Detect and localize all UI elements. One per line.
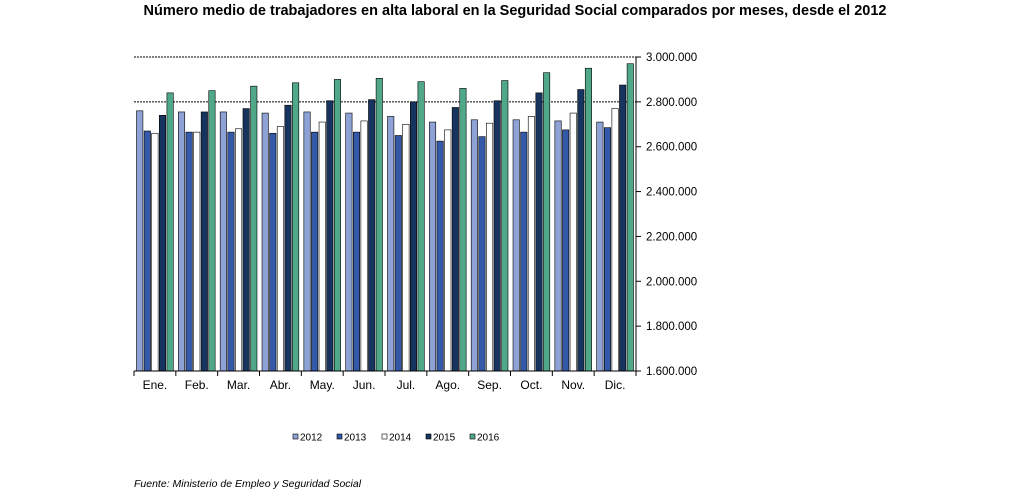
- legend-swatch-2014: [381, 433, 388, 440]
- bar-2015-ene: [159, 115, 167, 372]
- bar-2012-ene: [136, 110, 144, 372]
- bar-2013-jul: [394, 135, 402, 372]
- bar-2012-jun: [345, 112, 353, 372]
- bar-2013-may: [311, 131, 319, 372]
- bar-2012-feb: [178, 111, 186, 372]
- y-tick-label: 1.800.000: [646, 321, 697, 333]
- legend-swatch-2013: [336, 433, 343, 440]
- x-tick-label: Ene.: [143, 378, 168, 392]
- y-tick-label: 2.000.000: [646, 276, 697, 288]
- bar-2015-oct: [535, 92, 543, 372]
- bar-2014-oct: [527, 116, 535, 372]
- legend-label-2014: 2014: [389, 433, 412, 444]
- x-tick-label: Nov.: [561, 378, 585, 392]
- y-tick-labels: 1.600.000 1.800.000 2.000.000 2.200.000 2.40…: [646, 52, 697, 378]
- bar-2016-may: [333, 79, 341, 372]
- legend-label-2012: 2012: [300, 433, 323, 444]
- gridlines: [134, 56, 636, 103]
- bar-2012-dic: [596, 121, 604, 372]
- bar-2014-jun: [360, 120, 368, 372]
- legend-swatch-2016: [469, 433, 476, 440]
- bar-2013-ago: [436, 140, 444, 372]
- bar-2013-ene: [143, 130, 151, 372]
- bar-2014-sep: [486, 122, 494, 372]
- bar-2016-oct: [543, 72, 551, 372]
- bar-2016-ene: [166, 92, 174, 372]
- bar-2014-jul: [402, 123, 410, 372]
- bar-2012-abr: [261, 112, 269, 372]
- x-tick-label: Jun.: [353, 378, 376, 392]
- bar-2012-oct: [512, 119, 520, 372]
- x-tick-label: Ago.: [435, 378, 460, 392]
- bar-2013-dic: [603, 127, 611, 372]
- bar-2016-ago: [459, 88, 467, 372]
- y-tick-label: 2.400.000: [646, 187, 697, 199]
- bar-2015-may: [326, 100, 334, 372]
- y-tick-label: 1.600.000: [646, 366, 697, 378]
- bar-2014-feb: [193, 131, 201, 372]
- y-tick-label: 3.000.000: [646, 52, 697, 64]
- y-tick-label: 2.600.000: [646, 142, 697, 154]
- bar-2015-jun: [368, 99, 376, 372]
- bar-2014-dic: [611, 108, 619, 372]
- bar-2013-mar: [227, 131, 235, 372]
- bar-2015-sep: [493, 100, 501, 372]
- bar-2014-nov: [569, 112, 577, 372]
- axes: [133, 56, 641, 376]
- y-tick-label: 2.200.000: [646, 231, 697, 243]
- bar-2013-abr: [269, 132, 277, 372]
- y-tick-label: 2.800.000: [646, 97, 697, 109]
- x-tick-label: May.: [310, 378, 335, 392]
- legend-swatch-2015: [425, 433, 432, 440]
- bar-2016-feb: [208, 90, 216, 372]
- chart-title: Número medio de trabajadores en alta lab…: [143, 3, 887, 19]
- bar-2013-feb: [185, 131, 193, 372]
- bar-2015-dic: [619, 84, 627, 372]
- bar-2012-may: [303, 111, 311, 372]
- bar-2012-jul: [387, 116, 395, 372]
- bar-2013-oct: [520, 131, 528, 372]
- x-tick-label: Abr.: [270, 378, 291, 392]
- bar-2016-dic: [626, 63, 634, 372]
- bar-2013-sep: [478, 136, 486, 372]
- bar-2016-sep: [501, 80, 509, 372]
- x-tick-label: Feb.: [185, 378, 209, 392]
- x-tick-label: Dic.: [605, 378, 626, 392]
- bar-2015-mar: [242, 108, 250, 372]
- bar-2016-abr: [292, 82, 300, 372]
- bar-2016-jul: [417, 81, 425, 372]
- bar-2015-abr: [284, 104, 292, 372]
- bar-2014-mar: [235, 128, 243, 372]
- bar-2012-nov: [554, 120, 562, 372]
- bar-2016-jun: [375, 78, 383, 372]
- bar-2012-ago: [429, 121, 437, 372]
- x-tick-label: Jul.: [397, 378, 416, 392]
- x-tick-label: Mar.: [227, 378, 250, 392]
- bar-2013-nov: [562, 129, 570, 372]
- bar-2015-ago: [451, 107, 459, 372]
- bars: [136, 63, 634, 372]
- bar-2016-mar: [250, 85, 258, 372]
- x-tick-label: Sep.: [477, 378, 502, 392]
- bar-2014-ago: [444, 129, 452, 372]
- source-note: Fuente: Ministerio de Empleo y Seguridad…: [134, 478, 362, 490]
- bar-2012-mar: [219, 111, 227, 372]
- x-tick-label: Oct.: [520, 378, 542, 392]
- x-tick-labels: Ene. Feb. Mar. Abr. May. Jun. Jul. Ago. Sep. Oct.…: [143, 378, 626, 392]
- bar-2015-feb: [200, 111, 208, 372]
- bar-2014-abr: [276, 126, 284, 372]
- legend-label-2013: 2013: [344, 433, 367, 444]
- bar-2015-jul: [410, 101, 418, 372]
- bar-2015-nov: [577, 89, 585, 372]
- legend-label-2016: 2016: [477, 433, 500, 444]
- legend-swatch-2012: [292, 433, 299, 440]
- bar-2014-may: [318, 121, 326, 372]
- legend-label-2015: 2015: [433, 433, 456, 444]
- bar-2016-nov: [584, 67, 592, 372]
- bar-2014-ene: [151, 132, 159, 372]
- bar-2012-sep: [470, 119, 478, 372]
- legend: 2012 2013 2014 2015 2016: [292, 433, 500, 444]
- bar-2013-jun: [352, 131, 360, 372]
